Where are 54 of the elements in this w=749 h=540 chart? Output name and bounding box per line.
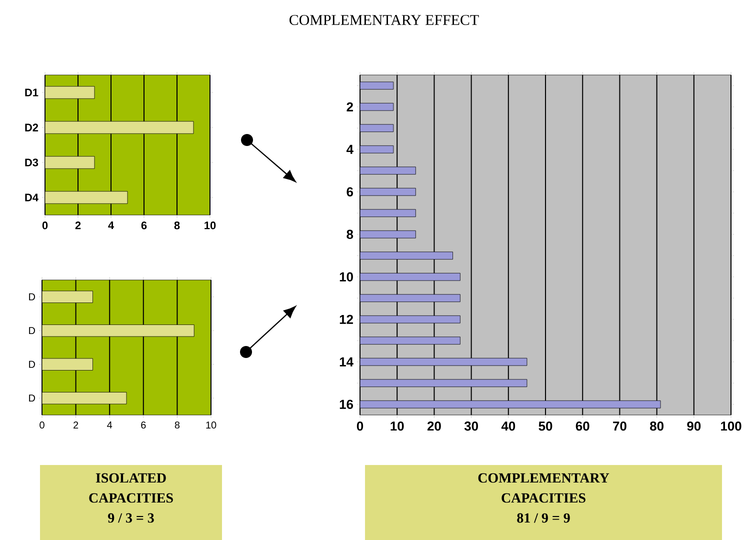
x-tick-label: 6 [141, 422, 146, 429]
y-tick-label: D [29, 394, 36, 402]
y-tick-label: D [29, 327, 36, 334]
y-tick-label: 12 [340, 314, 353, 324]
bar [42, 392, 127, 404]
y-tick-label: 16 [340, 400, 354, 409]
y-tick-label: 10 [340, 272, 353, 282]
y-tick-label: D [29, 360, 36, 368]
x-tick-label: 10 [390, 422, 404, 431]
y-tick-label: D1 [25, 88, 38, 96]
bar [45, 121, 194, 134]
bar [45, 156, 95, 169]
x-tick-label: 4 [108, 222, 114, 230]
text: CAPACITIES [89, 493, 173, 503]
x-tick-label: 8 [174, 222, 180, 230]
bar [42, 358, 93, 370]
y-tick-label: 14 [340, 357, 354, 366]
text: CAPACITIES [502, 493, 586, 503]
y-tick-label: 6 [346, 187, 354, 196]
x-tick-label: 20 [427, 422, 441, 431]
x-tick-label: 80 [650, 422, 664, 431]
x-tick-label: 6 [141, 222, 147, 230]
bar [45, 86, 95, 99]
x-tick-label: 30 [464, 422, 478, 431]
text: 81 / 9 = 9 [517, 513, 570, 523]
x-tick-label: 2 [74, 422, 78, 428]
y-tick-label: D3 [25, 158, 38, 166]
y-tick-label: D4 [25, 194, 38, 202]
x-tick-label: 0 [42, 222, 48, 230]
y-tick-label: D [29, 293, 36, 300]
x-tick-label: 0 [356, 422, 364, 431]
x-tick-label: 70 [613, 422, 626, 431]
bar [42, 324, 194, 337]
y-tick-label: D2 [25, 124, 38, 132]
chart-title: COMPLEMENTARY EFFECT [290, 14, 479, 26]
x-tick-label: 0 [40, 422, 44, 429]
x-tick-label: 2 [75, 222, 81, 230]
y-tick-label: 8 [346, 230, 354, 239]
x-tick-label: 50 [538, 422, 552, 431]
text: ISOLATED [96, 473, 166, 483]
bar [42, 290, 93, 303]
x-tick-label: 4 [107, 422, 112, 428]
x-tick-label: 40 [501, 422, 516, 431]
y-tick-label: 4 [346, 144, 354, 154]
x-tick-label: 10 [204, 222, 216, 230]
x-tick-label: 100 [721, 422, 742, 431]
x-tick-label: 90 [687, 422, 701, 431]
x-tick-label: 10 [206, 422, 216, 429]
text: COMPLEMENTARY [478, 473, 610, 483]
bar [45, 191, 128, 204]
x-tick-label: 60 [576, 422, 590, 431]
x-tick-label: 8 [174, 422, 180, 429]
text: 9 / 3 = 3 [108, 513, 154, 523]
y-tick-label: 2 [346, 102, 353, 112]
